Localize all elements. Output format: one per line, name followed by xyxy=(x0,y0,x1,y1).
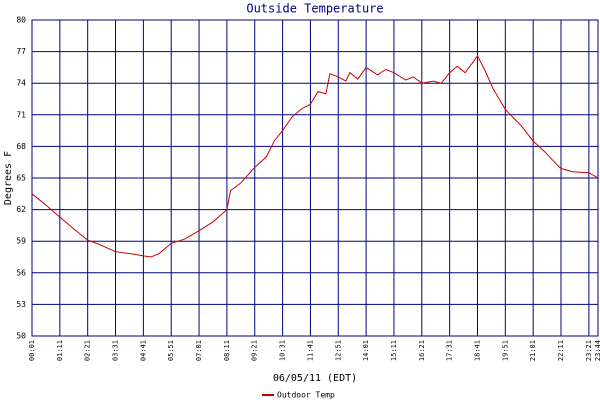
y-tick-label: 68 xyxy=(16,142,26,151)
y-tick-label: 62 xyxy=(16,205,26,214)
x-tick-label: 07:01 xyxy=(195,340,203,361)
y-tick-label: 53 xyxy=(16,300,26,309)
x-tick-label: 15:11 xyxy=(390,340,398,361)
x-tick-label: 08:11 xyxy=(223,340,231,361)
x-tick-label: 22:11 xyxy=(557,340,565,361)
y-tick-label: 59 xyxy=(16,237,26,246)
x-tick-label: 02:21 xyxy=(84,340,92,361)
x-tick-label: 14:01 xyxy=(362,340,370,361)
y-tick-label: 77 xyxy=(16,47,26,56)
y-tick-label: 56 xyxy=(16,268,26,277)
x-axis-label: 06/05/11 (EDT) xyxy=(273,373,357,384)
x-tick-label: 12:51 xyxy=(334,340,342,361)
x-tick-label: 19:51 xyxy=(501,340,509,361)
chart-title: Outside Temperature xyxy=(246,2,383,16)
x-tick-label: 17:31 xyxy=(446,340,454,361)
x-tick-label: 01:11 xyxy=(56,340,64,361)
data-line xyxy=(31,54,599,258)
x-tick-label: 21:01 xyxy=(529,340,537,361)
x-tick-label: 16:21 xyxy=(418,340,426,361)
x-tick-label: 23:21 xyxy=(585,340,593,361)
y-tick-label: 50 xyxy=(16,332,26,341)
x-tick-label: 09:21 xyxy=(251,340,259,361)
y-tick-label: 74 xyxy=(16,79,26,88)
x-tick-label: 03:31 xyxy=(112,340,120,361)
y-axis-label: Degrees F xyxy=(3,151,14,205)
x-tick-label: 05:51 xyxy=(167,340,175,361)
x-tick-label: 23:44 xyxy=(594,340,600,361)
x-tick-label: 18:41 xyxy=(473,340,481,361)
x-tick-label: 10:31 xyxy=(279,340,287,361)
x-tick-label: 04:41 xyxy=(139,340,147,361)
x-tick-label: 00:01 xyxy=(28,340,36,361)
y-tick-label: 71 xyxy=(16,110,26,119)
y-tick-label: 80 xyxy=(16,16,26,25)
legend-label: Outdoor Temp xyxy=(277,391,335,400)
x-tick-label: 11:41 xyxy=(306,340,314,361)
y-tick-label: 65 xyxy=(16,174,26,183)
